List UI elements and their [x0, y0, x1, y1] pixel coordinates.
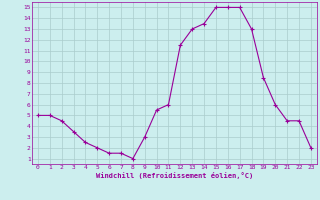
X-axis label: Windchill (Refroidissement éolien,°C): Windchill (Refroidissement éolien,°C) — [96, 172, 253, 179]
